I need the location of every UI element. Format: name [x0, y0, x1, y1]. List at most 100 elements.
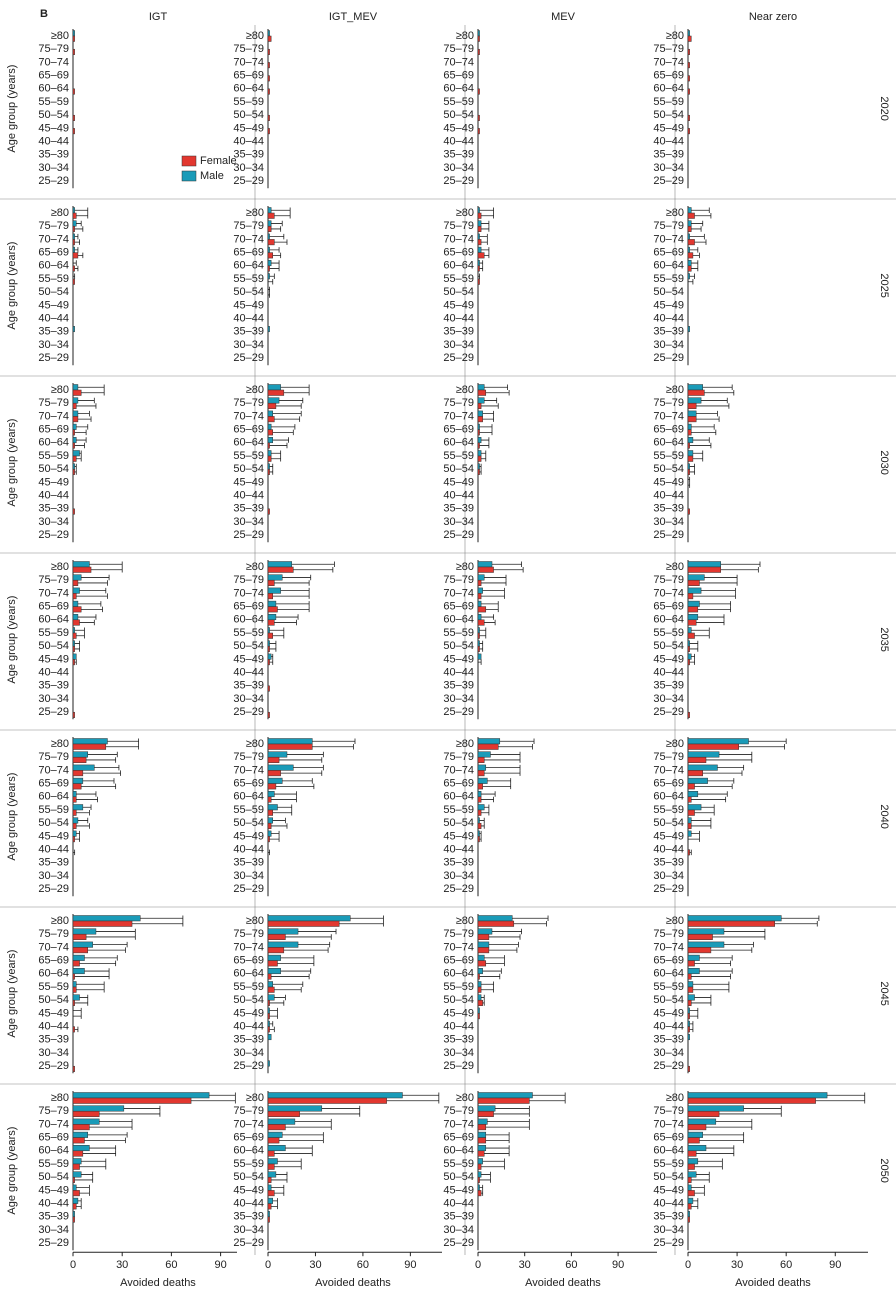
error-bar — [481, 593, 505, 599]
y-tick-label: 30–34 — [653, 693, 684, 705]
y-tick-label: 30–34 — [233, 870, 264, 882]
bar — [72, 764, 95, 771]
bar — [267, 685, 270, 692]
y-tick-label: 70–74 — [653, 764, 684, 776]
bar — [267, 968, 281, 975]
bar — [687, 1190, 695, 1197]
error-bar — [74, 646, 80, 652]
y-tick-label: ≥80 — [666, 1092, 684, 1104]
y-tick-label: 60–64 — [38, 968, 69, 980]
y-tick-label: 50–54 — [38, 1171, 69, 1183]
error-bar — [697, 614, 725, 620]
error-bar — [74, 207, 89, 213]
y-tick-label: 25–29 — [653, 352, 684, 364]
bar — [267, 416, 275, 423]
error-bar — [479, 442, 490, 449]
y-tick-label: 45–49 — [653, 830, 684, 842]
error-bar — [350, 915, 384, 921]
y-tick-label: 70–74 — [233, 587, 264, 599]
bar — [687, 397, 702, 404]
y-tick-label: 65–69 — [38, 424, 69, 436]
bar — [72, 402, 77, 409]
bar — [267, 265, 270, 272]
column-title: IGT — [149, 11, 168, 23]
y-tick-label: 45–49 — [233, 1007, 264, 1019]
bar — [477, 1110, 494, 1117]
bar — [267, 587, 281, 594]
bar — [477, 1013, 480, 1020]
bar — [267, 1013, 270, 1020]
y-tick-label: 35–39 — [38, 149, 69, 161]
y-tick-label: 60–64 — [443, 791, 474, 803]
bar — [267, 1020, 270, 1027]
bar — [477, 619, 485, 626]
y-tick-label: 75–79 — [233, 1105, 264, 1117]
error-bar — [482, 1158, 505, 1164]
bar — [267, 437, 273, 444]
error-bar — [79, 587, 107, 594]
error-bar — [74, 442, 85, 449]
y-tick-label: 25–29 — [653, 529, 684, 541]
bar — [477, 1097, 530, 1104]
error-bar — [299, 1111, 361, 1117]
error-bar — [719, 1111, 782, 1117]
error-bar — [81, 1171, 94, 1178]
y-tick-label: 30–34 — [233, 1047, 264, 1059]
bar — [267, 711, 270, 718]
bar — [72, 822, 77, 829]
error-bar — [272, 252, 282, 259]
error-bar — [492, 561, 522, 567]
y-tick-label: 75–79 — [38, 574, 69, 586]
y-tick-label: 50–54 — [443, 1171, 474, 1183]
error-bar — [73, 273, 76, 279]
y-tick-label: 60–64 — [443, 614, 474, 626]
y-tick-label: 70–74 — [653, 1118, 684, 1130]
error-bar — [269, 1026, 275, 1033]
y-tick-label: 55–59 — [443, 627, 474, 639]
y-tick-label: 40–44 — [233, 313, 264, 325]
y-tick-label: 30–34 — [38, 516, 69, 528]
y-tick-label: 55–59 — [38, 981, 69, 993]
error-bar — [697, 791, 728, 797]
y-tick-label: 45–49 — [443, 299, 474, 311]
bar — [267, 455, 272, 462]
bar — [687, 260, 692, 267]
y-axis-label: Age group (years) — [6, 242, 18, 330]
error-bar — [269, 442, 288, 449]
error-bar — [79, 619, 95, 626]
bar — [477, 463, 480, 470]
y-tick-label: 75–79 — [233, 574, 264, 586]
bar — [267, 566, 294, 573]
error-bar — [706, 1124, 753, 1130]
error-bar — [688, 279, 694, 285]
bar — [72, 326, 75, 333]
error-bar — [272, 1198, 278, 1204]
y-tick-label: 30–34 — [653, 516, 684, 528]
error-bar — [87, 947, 126, 953]
bar — [267, 389, 285, 396]
bar — [477, 220, 482, 227]
error-bar — [712, 934, 766, 940]
y-tick-label: ≥80 — [51, 30, 69, 42]
error-bar — [689, 463, 695, 470]
bar — [72, 207, 75, 214]
bar — [687, 960, 695, 967]
error-bar — [271, 226, 282, 232]
bar — [477, 574, 485, 581]
bar — [687, 35, 692, 42]
error-bar — [478, 273, 480, 279]
bar — [267, 1145, 286, 1152]
bar — [72, 468, 75, 475]
error-bar — [271, 823, 288, 829]
bar — [477, 973, 480, 980]
bar — [477, 1124, 487, 1131]
y-tick-label: 65–69 — [653, 70, 684, 82]
y-tick-label: 65–69 — [443, 1132, 474, 1144]
bar — [267, 653, 272, 660]
error-bar — [694, 1164, 723, 1170]
bar — [477, 804, 485, 811]
y-tick-label: 25–29 — [38, 529, 69, 541]
bar — [687, 783, 695, 790]
y-tick-label: 30–34 — [443, 162, 474, 174]
bar — [72, 561, 90, 568]
